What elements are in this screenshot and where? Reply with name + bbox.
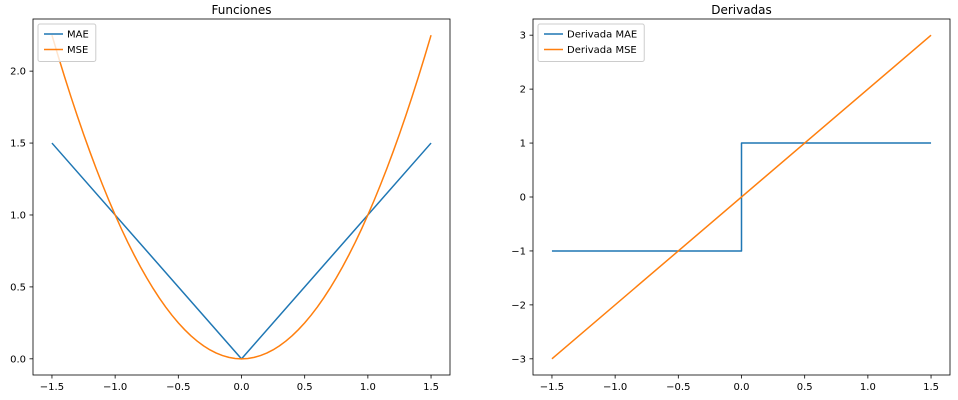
legend-label: Derivada MSE	[567, 45, 637, 56]
x-tick-label: 0.0	[234, 382, 250, 393]
axes-frame	[32, 18, 451, 376]
left-chart-title: Funciones	[211, 3, 272, 17]
y-tick-label: 0.5	[10, 282, 26, 293]
x-tick-label: 1.5	[923, 382, 939, 393]
legend-label: MSE	[67, 45, 88, 56]
x-tick-label: −1.5	[540, 382, 564, 393]
x-tick-label: −1.5	[40, 382, 64, 393]
x-tick-label: 0.0	[734, 382, 750, 393]
y-tick-label: 2	[520, 85, 526, 96]
right-chart-title: Derivadas	[711, 3, 772, 17]
x-tick-label: −1.0	[603, 382, 627, 393]
legend-label: Derivada MAE	[567, 30, 637, 41]
x-tick-label: −0.5	[666, 382, 690, 393]
chart-funciones: −1.5 −1.0 −0.5 0.0 0.5 1.0 1.5 0.0 0.5 1.0 1.5 2.0 M…	[10, 18, 451, 393]
series-line-derivada-mse	[551, 34, 932, 360]
y-tick-label: 1.0	[10, 210, 26, 221]
legend-box	[537, 23, 645, 62]
x-tick-label: 0.5	[797, 382, 813, 393]
x-tick-label: 1.5	[423, 382, 439, 393]
chart-derivadas: −1.5 −1.0 −0.5 0.0 0.5 1.0 1.5 −3 −2 −1 0 1 2 3 Deriva…	[511, 18, 951, 393]
legend-label: MAE	[67, 30, 89, 41]
y-tick-label: 0	[520, 193, 526, 204]
legend: MAE MSE	[37, 23, 97, 62]
legend: Derivada MAE Derivada MSE	[537, 23, 645, 62]
series-line-mse	[51, 34, 432, 360]
y-tick-label: 1.5	[10, 139, 26, 150]
x-tick-label: 0.5	[297, 382, 313, 393]
x-tick-label: −0.5	[166, 382, 190, 393]
x-tick-label: 1.0	[860, 382, 876, 393]
y-tick-label: −3	[511, 354, 526, 365]
series-line-mae	[51, 142, 432, 360]
x-tick-label: 1.0	[360, 382, 376, 393]
x-tick-label: −1.0	[103, 382, 127, 393]
y-tick-label: −2	[511, 300, 526, 311]
y-tick-label: 2.0	[10, 67, 26, 78]
y-tick-label: 1	[520, 139, 526, 150]
y-tick-label: 0.0	[10, 354, 26, 365]
y-tick-label: 3	[520, 31, 526, 42]
y-tick-label: −1	[511, 246, 526, 257]
